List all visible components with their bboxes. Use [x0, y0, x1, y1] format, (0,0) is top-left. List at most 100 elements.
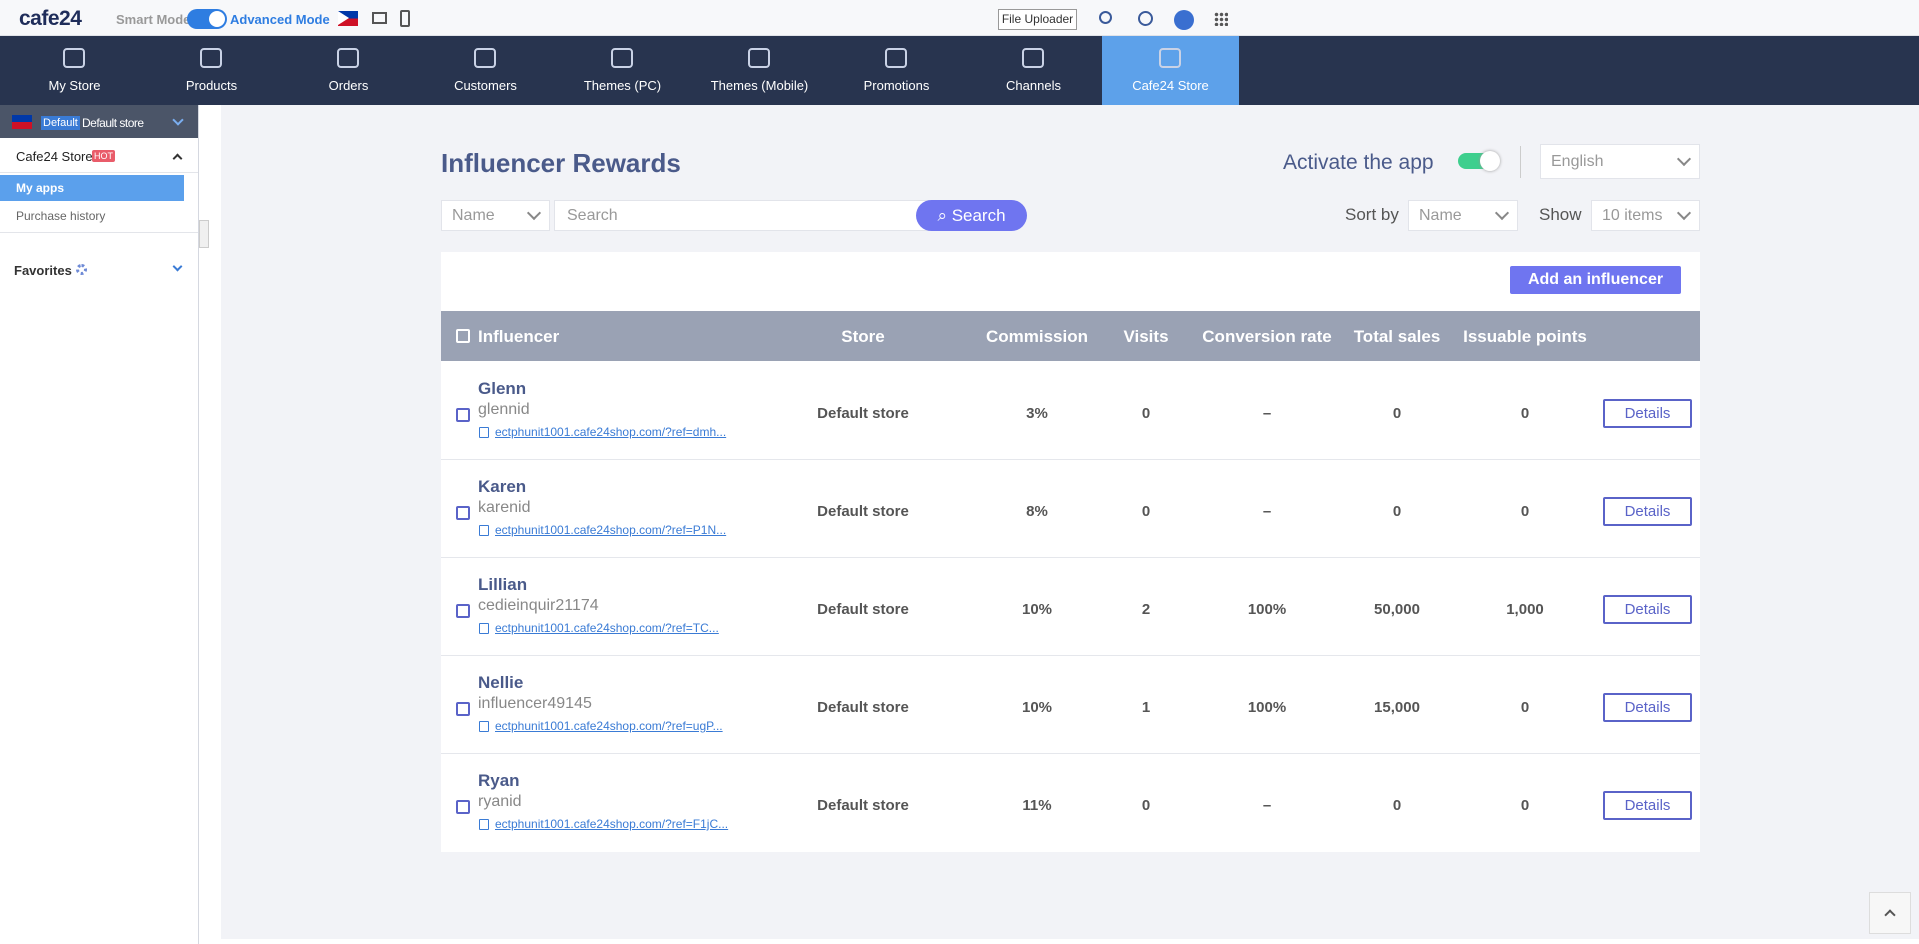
nav-item[interactable]: My Store — [6, 36, 143, 105]
cell-commission: 10% — [1021, 601, 1053, 618]
menu-active — [0, 175, 184, 201]
store-selector[interactable] — [0, 105, 198, 138]
column-header: Influencer — [478, 327, 560, 346]
influencer-name: Lillian — [478, 575, 528, 594]
show-value: 10 items — [1602, 206, 1663, 224]
top-bar — [0, 0, 1919, 36]
menu-item[interactable]: My apps — [16, 181, 65, 195]
nav-label: Products — [185, 78, 238, 93]
cell-commission: 10% — [1021, 699, 1053, 716]
copy-icon[interactable] — [479, 721, 489, 732]
nav-item[interactable]: Themes (PC) — [554, 36, 691, 105]
nav-item[interactable]: Promotions — [828, 36, 965, 105]
activate-toggle[interactable] — [1458, 151, 1500, 171]
favorites[interactable]: Favorites — [14, 263, 72, 278]
show-select[interactable]: 10 items — [1591, 200, 1700, 231]
scroll-top-button[interactable] — [1869, 892, 1911, 934]
column-header: Commission — [985, 327, 1089, 346]
add-button[interactable]: Add an influencer — [1510, 266, 1681, 294]
referral-link[interactable]: ectphunit1001.cafe24shop.com/?ref=TC... — [495, 621, 719, 635]
row-divider — [441, 459, 1700, 460]
nav-item[interactable]: Products — [143, 36, 280, 105]
row-checkbox[interactable] — [456, 408, 470, 422]
logo[interactable]: cafe24 — [19, 7, 82, 30]
sidebar — [0, 105, 199, 944]
row-checkbox[interactable] — [456, 604, 470, 618]
copy-icon[interactable] — [479, 623, 489, 634]
cell-points: 0 — [1520, 503, 1530, 520]
settings-icon[interactable] — [76, 264, 87, 275]
divider — [0, 172, 198, 173]
flag — [12, 115, 32, 129]
mobile-icon[interactable] — [400, 10, 410, 27]
table-header — [441, 311, 1700, 361]
nav-label: Promotions — [863, 78, 930, 93]
language-value: English — [1551, 152, 1604, 170]
referral-link[interactable]: ectphunit1001.cafe24shop.com/?ref=F1jC..… — [495, 817, 729, 831]
filter-select[interactable]: Name — [441, 200, 550, 231]
details-button[interactable]: Details — [1603, 497, 1692, 526]
cell-conversion: – — [1262, 797, 1272, 814]
sort-select[interactable]: Name — [1408, 200, 1518, 231]
details-button[interactable]: Details — [1603, 693, 1692, 722]
cell-points: 0 — [1520, 699, 1530, 716]
cell-visits: 1 — [1141, 699, 1151, 716]
show-label: Show — [1539, 205, 1582, 224]
sidebar-section[interactable]: Cafe24 Store — [16, 149, 93, 164]
menu-item[interactable]: Purchase history — [16, 209, 106, 223]
cell-commission: 11% — [1022, 797, 1052, 814]
cell-total: 0 — [1392, 405, 1402, 422]
account-icon[interactable] — [1174, 10, 1194, 30]
influencer-id: cedieinquir21174 — [478, 597, 599, 614]
cell-conversion: – — [1262, 503, 1272, 520]
nav-icon — [748, 48, 770, 68]
copy-icon[interactable] — [479, 819, 489, 830]
row-divider — [441, 753, 1700, 754]
details-button[interactable]: Details — [1603, 399, 1692, 428]
pc-icon[interactable] — [372, 12, 387, 24]
sort-label: Sort by — [1345, 205, 1399, 224]
nav-item[interactable]: Themes (Mobile) — [691, 36, 828, 105]
referral-link[interactable]: ectphunit1001.cafe24shop.com/?ref=dmh... — [495, 425, 727, 439]
cell-visits: 0 — [1141, 405, 1151, 422]
referral-link[interactable]: ectphunit1001.cafe24shop.com/?ref=P1N... — [495, 523, 727, 537]
search-input[interactable]: Search — [554, 200, 934, 231]
nav-item[interactable]: Cafe24 Store — [1102, 36, 1239, 105]
copy-icon[interactable] — [479, 525, 489, 536]
collapse-handle[interactable] — [199, 220, 209, 248]
advanced-mode[interactable]: Advanced Mode — [230, 12, 330, 27]
select-all-checkbox[interactable] — [456, 329, 470, 343]
row-checkbox[interactable] — [456, 506, 470, 520]
nav-icon — [63, 48, 85, 68]
page-title: Influencer Rewards — [441, 148, 681, 178]
smart-mode[interactable]: Smart Mode — [116, 12, 191, 27]
cell-store: Default store — [817, 601, 909, 618]
cell-visits: 2 — [1141, 601, 1151, 618]
nav-label: Orders — [328, 78, 369, 93]
nav-item[interactable]: Customers — [417, 36, 554, 105]
activate-label: Activate the app — [1283, 151, 1434, 174]
details-button[interactable]: Details — [1603, 791, 1692, 820]
row-checkbox[interactable] — [456, 702, 470, 716]
cell-total: 15,000 — [1374, 699, 1420, 716]
influencer-id: glennid — [478, 401, 530, 418]
cell-points: 1,000 — [1506, 601, 1544, 618]
copy-icon[interactable] — [479, 427, 489, 438]
language-icon[interactable] — [1138, 11, 1153, 26]
cell-total: 50,000 — [1374, 601, 1420, 618]
file-uploader-button[interactable]: File Uploader — [998, 9, 1077, 30]
apps-icon[interactable] — [1214, 12, 1228, 26]
nav-item[interactable]: Orders — [280, 36, 417, 105]
details-button[interactable]: Details — [1603, 595, 1692, 624]
cell-commission: 8% — [1026, 503, 1048, 520]
nav-item[interactable]: Channels — [965, 36, 1102, 105]
row-checkbox[interactable] — [456, 800, 470, 814]
referral-link[interactable]: ectphunit1001.cafe24shop.com/?ref=ugP... — [495, 719, 723, 733]
language-select[interactable]: English — [1540, 144, 1700, 179]
mode-toggle[interactable] — [187, 9, 227, 29]
row-divider — [441, 557, 1700, 558]
search-icon[interactable] — [1099, 11, 1112, 24]
nav-label: My Store — [48, 78, 101, 93]
search-button[interactable]: ⌕ Search — [916, 200, 1027, 231]
